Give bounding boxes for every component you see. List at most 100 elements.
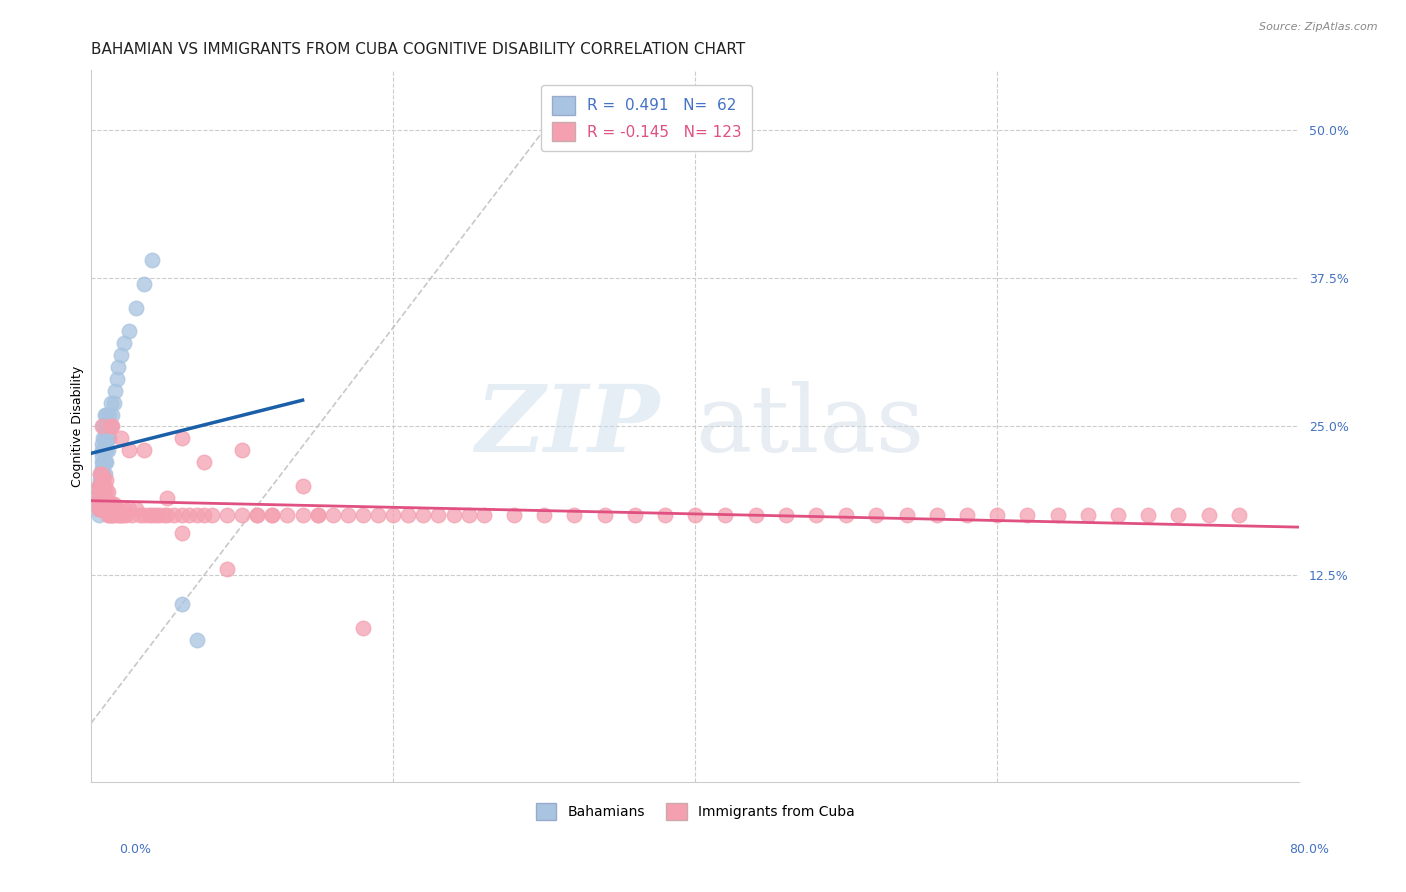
Point [96,455,118,469]
Point [367,508,389,523]
Point [336,508,359,523]
Point [90,473,112,487]
Point [104,502,127,516]
Point [105,502,128,516]
Point [382,508,405,523]
Point [170,526,193,541]
Point [562,508,585,523]
Point [87,484,110,499]
Point [89,473,111,487]
Point [97,484,120,499]
Point [179,508,201,523]
Point [89,491,111,505]
Point [89,491,111,505]
Point [231,508,253,523]
Point [90,496,112,510]
Point [94,491,117,505]
Point [108,508,131,523]
Point [307,508,329,523]
Point [352,508,374,523]
Point [90,479,112,493]
Point [141,508,163,523]
Point [170,431,193,445]
Point [101,496,124,510]
Point [87,479,110,493]
Point [100,395,122,409]
Point [654,508,676,523]
Point [396,508,419,523]
Point [163,508,186,523]
Point [94,431,117,445]
Point [1046,508,1069,523]
Point [623,508,645,523]
Point [956,508,979,523]
Point [170,598,193,612]
Point [835,508,858,523]
Point [118,325,141,339]
Point [96,484,118,499]
Point [90,484,112,499]
Point [91,431,114,445]
Point [262,508,284,523]
Point [101,508,124,523]
Point [87,479,110,493]
Point [132,508,155,523]
Point [412,508,434,523]
Text: BAHAMIAN VS IMMIGRANTS FROM CUBA COGNITIVE DISABILITY CORRELATION CHART: BAHAMIAN VS IMMIGRANTS FROM CUBA COGNITI… [91,42,745,57]
Point [112,502,135,516]
Point [87,496,110,510]
Point [1198,508,1220,523]
Point [170,508,193,523]
Point [352,621,374,635]
Point [89,467,111,481]
Point [1227,508,1250,523]
Point [100,419,122,434]
Point [217,508,239,523]
Point [91,443,114,458]
Point [94,408,117,422]
Point [132,277,155,291]
Point [457,508,479,523]
Point [89,502,111,516]
Point [100,496,122,510]
Point [427,508,450,523]
Point [593,508,616,523]
Point [156,491,179,505]
Point [714,508,737,523]
Point [683,508,706,523]
Point [104,384,127,398]
Point [503,508,526,523]
Point [96,443,118,458]
Point [90,491,112,505]
Point [96,473,118,487]
Point [986,508,1008,523]
Point [97,508,120,523]
Point [90,467,112,481]
Text: ZIP: ZIP [475,382,659,471]
Point [90,484,112,499]
Point [152,508,174,523]
Point [111,508,134,523]
Text: 0.0%: 0.0% [120,843,152,856]
Point [90,467,112,481]
Point [96,408,118,422]
Point [217,562,239,576]
Point [112,336,135,351]
Point [100,508,122,523]
Point [128,508,150,523]
Point [231,443,253,458]
Point [141,253,163,268]
Point [775,508,797,523]
Point [90,455,112,469]
Point [804,508,827,523]
Point [94,419,117,434]
Point [107,360,129,375]
Point [97,443,120,458]
Point [193,508,215,523]
Point [90,496,112,510]
Point [91,473,114,487]
Point [865,508,887,523]
Point [103,496,125,510]
Point [291,479,314,493]
Point [132,443,155,458]
